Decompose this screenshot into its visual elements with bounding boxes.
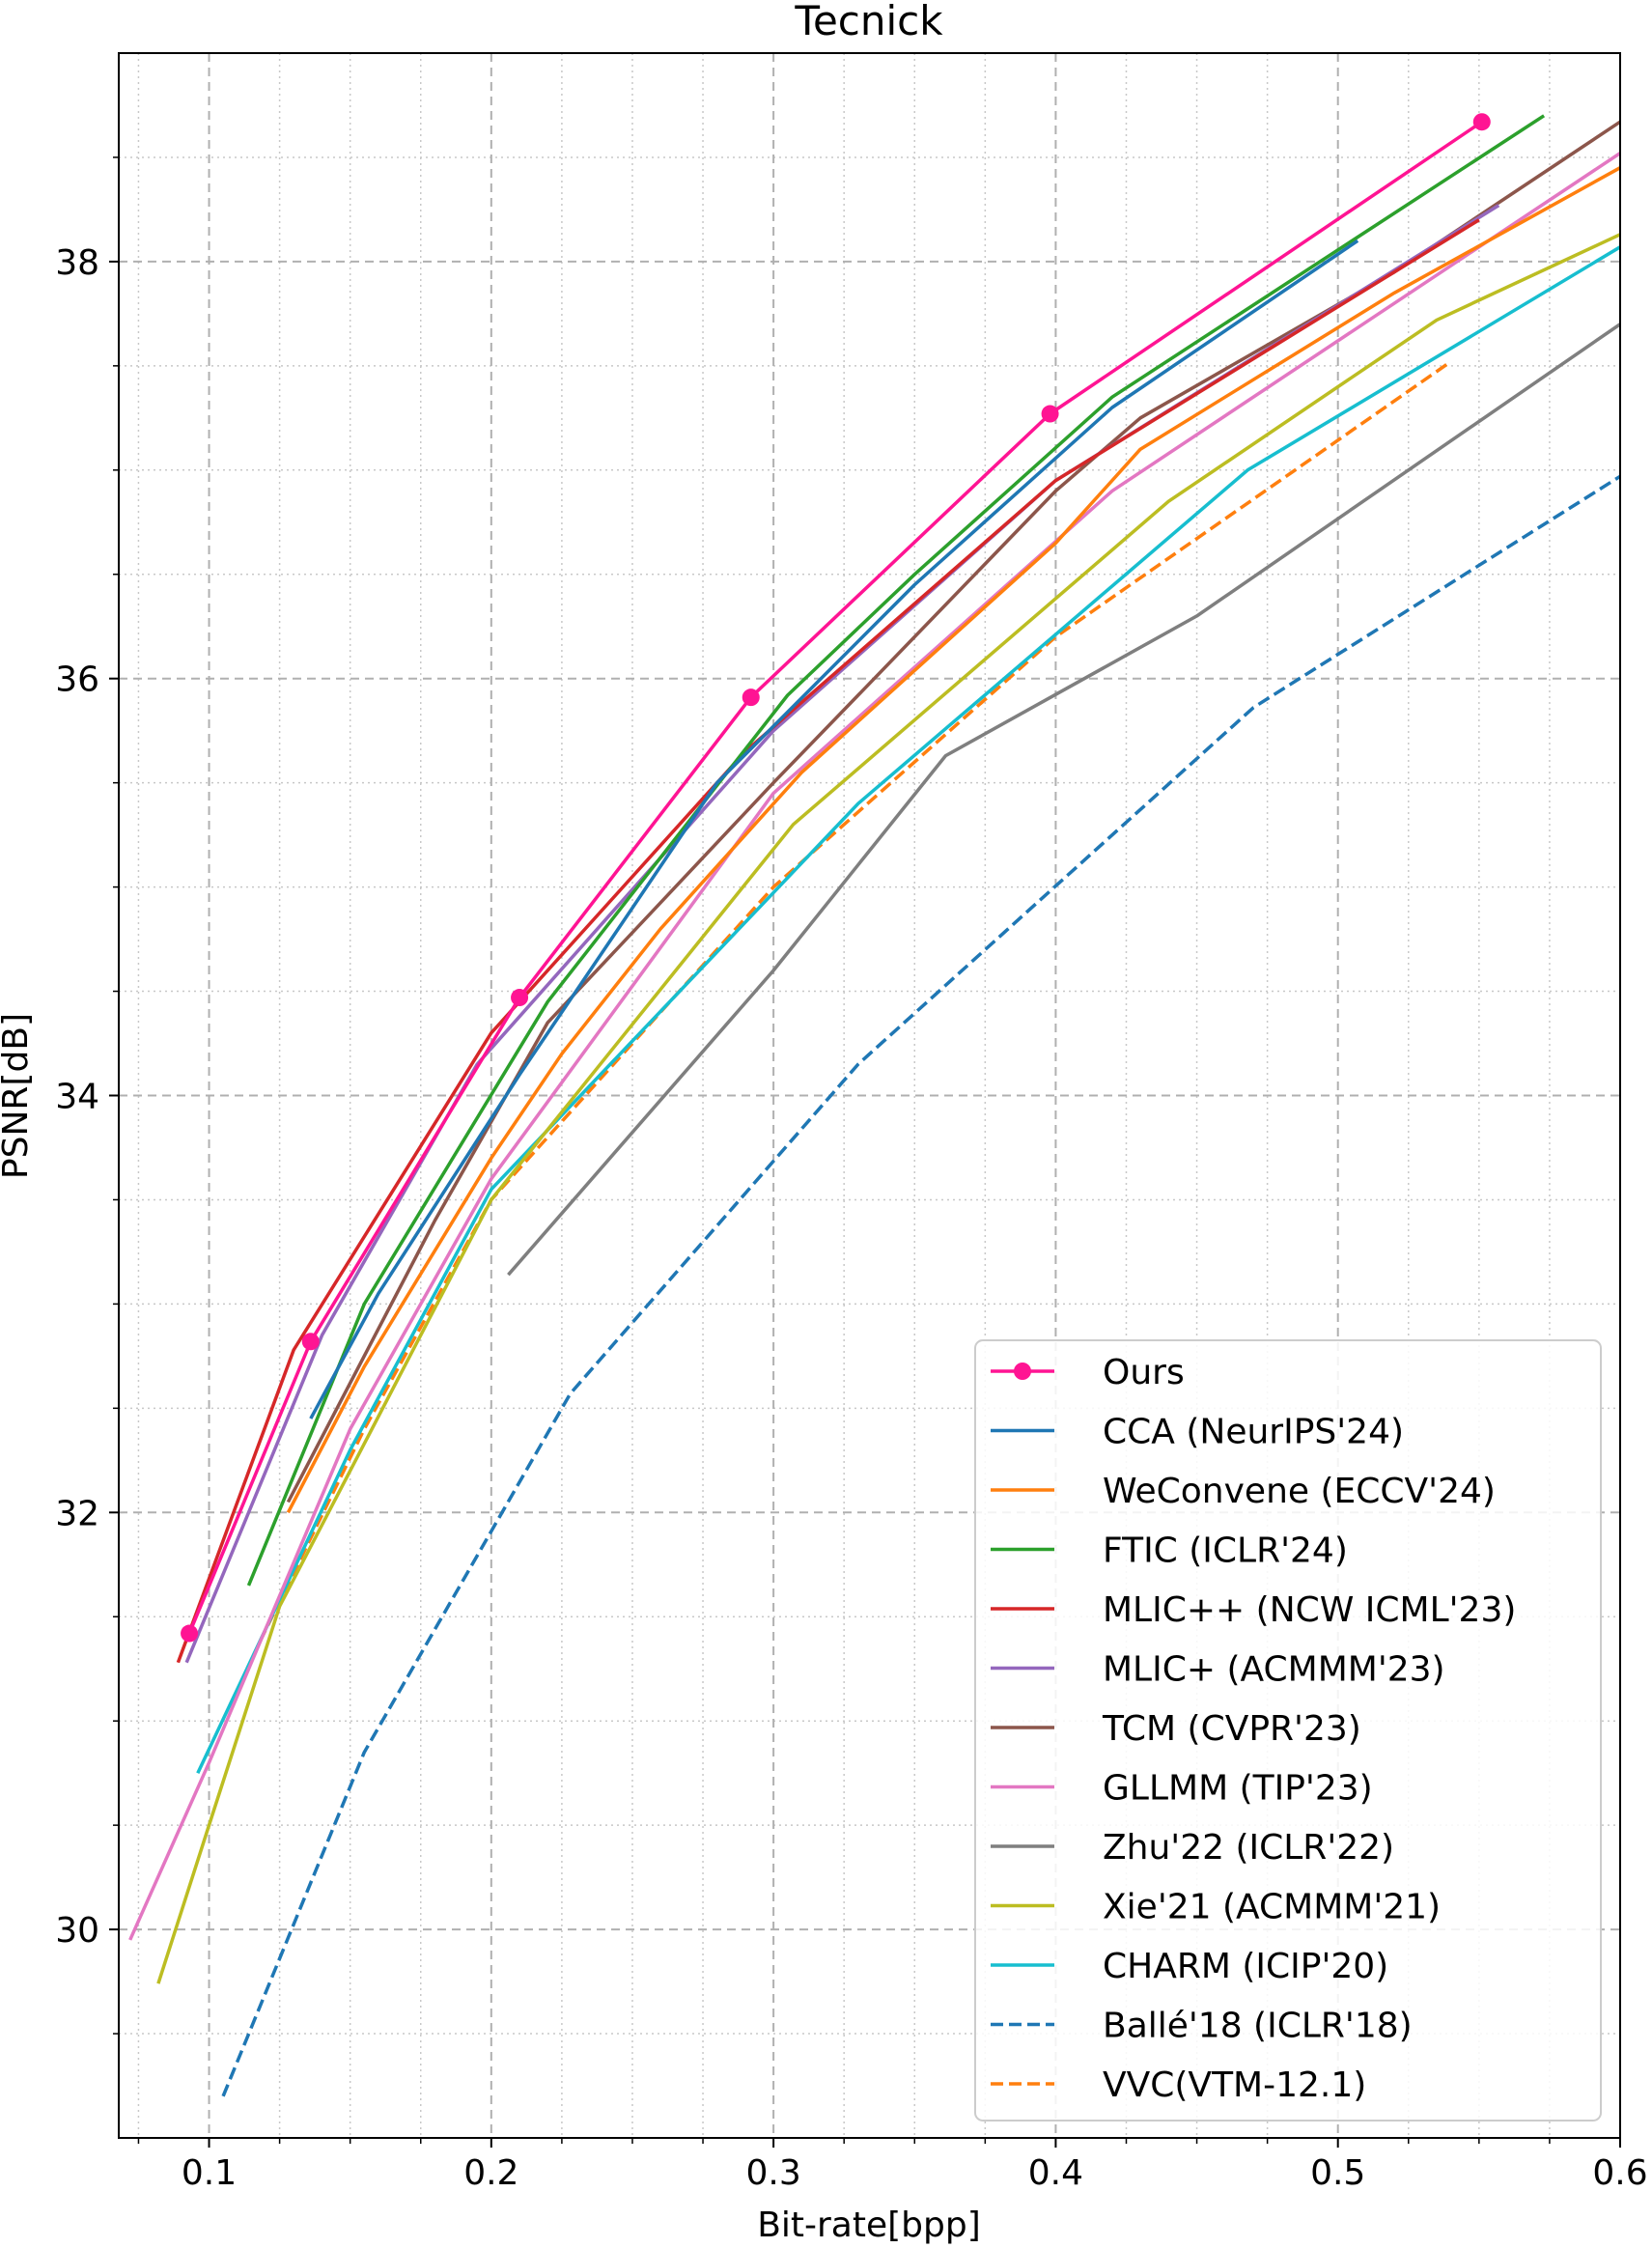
series-line-vvc-vtm-12-1 (258, 360, 1452, 1643)
legend-label-vvc-vtm-12-1: VVC(VTM-12.1) (1103, 2065, 1366, 2105)
legend-label-ftic-iclr-24: FTIC (ICLR'24) (1103, 1531, 1348, 1571)
x-tick-label: 0.6 (1592, 2153, 1647, 2193)
legend-label-mlic-acmmm-23: MLIC+ (ACMMM'23) (1103, 1650, 1445, 1690)
legend-label-charm-icip-20: CHARM (ICIP'20) (1103, 1947, 1388, 1986)
legend-label-zhu-22-iclr-22: Zhu'22 (ICLR'22) (1103, 1828, 1394, 1868)
x-tick-label: 0.1 (182, 2153, 237, 2193)
x-tick-label: 0.5 (1310, 2153, 1365, 2193)
y-tick-label: 30 (55, 1911, 99, 1951)
series-line-weconvene-eccv-24 (286, 166, 1620, 1514)
y-axis-label: PSNR[dB] (0, 1013, 36, 1179)
x-tick-label: 0.2 (463, 2153, 518, 2193)
y-tick-label: 34 (55, 1078, 99, 1117)
series-line-ball-18-iclr-18 (221, 474, 1620, 2097)
data-point-ours (301, 1333, 320, 1351)
series-line-ours (187, 120, 1483, 1635)
series-line-gllmm-tip-23 (128, 152, 1620, 1941)
legend-label-mlic-ncw-icml-23: MLIC++ (NCW ICML'23) (1103, 1590, 1516, 1630)
series-line-cca-neurips-24 (309, 239, 1359, 1419)
axis-ticks: 0.1 0.2 0.3 0.4 0.5 0.6 30 32 34 36 38 (55, 156, 1648, 2193)
y-tick-label: 38 (55, 243, 99, 283)
data-point-ours (742, 688, 760, 707)
x-axis-label: Bit-rate[bpp] (757, 2206, 981, 2245)
chart-title: Tecnick (794, 0, 943, 44)
legend-label-ball-18-iclr-18: Ballé'18 (ICLR'18) (1103, 2007, 1413, 2046)
legend-label-cca-neurips-24: CCA (NeurIPS'24) (1103, 1413, 1404, 1452)
series-line-zhu-22-iclr-22 (507, 323, 1620, 1277)
legend-label-ours: Ours (1103, 1353, 1185, 1392)
grid (119, 53, 1621, 2138)
legend-label-weconvene-eccv-24: WeConvene (ECCV'24) (1103, 1472, 1496, 1511)
data-point-ours (511, 989, 529, 1007)
legend-marker-ours (1014, 1363, 1031, 1380)
series-line-mlic-ncw-icml-23 (176, 218, 1480, 1664)
data-point-ours (1041, 405, 1059, 423)
legend: Ours CCA (NeurIPS'24) WeConvene (ECCV'24) F… (974, 1339, 1602, 2122)
y-tick-label: 32 (55, 1494, 99, 1533)
series-lines (128, 113, 1620, 2097)
series-line-ftic-iclr-24 (246, 114, 1546, 1587)
x-tick-label: 0.4 (1028, 2153, 1083, 2193)
legend-box (974, 1339, 1602, 2122)
x-tick-label: 0.3 (745, 2153, 800, 2193)
series-line-xie-21-acmmm-21 (156, 233, 1620, 1984)
legend-label-xie-21-acmmm-21: Xie'21 (ACMMM'21) (1103, 1888, 1441, 1927)
y-tick-label: 36 (55, 660, 99, 700)
data-point-ours (181, 1624, 199, 1643)
legend-label-tcm-cvpr-23: TCM (CVPR'23) (1102, 1709, 1361, 1749)
series-line-charm-icip-20 (196, 245, 1620, 1774)
data-point-ours (1472, 113, 1491, 131)
legend-label-gllmm-tip-23: GLLMM (TIP'23) (1103, 1769, 1373, 1809)
